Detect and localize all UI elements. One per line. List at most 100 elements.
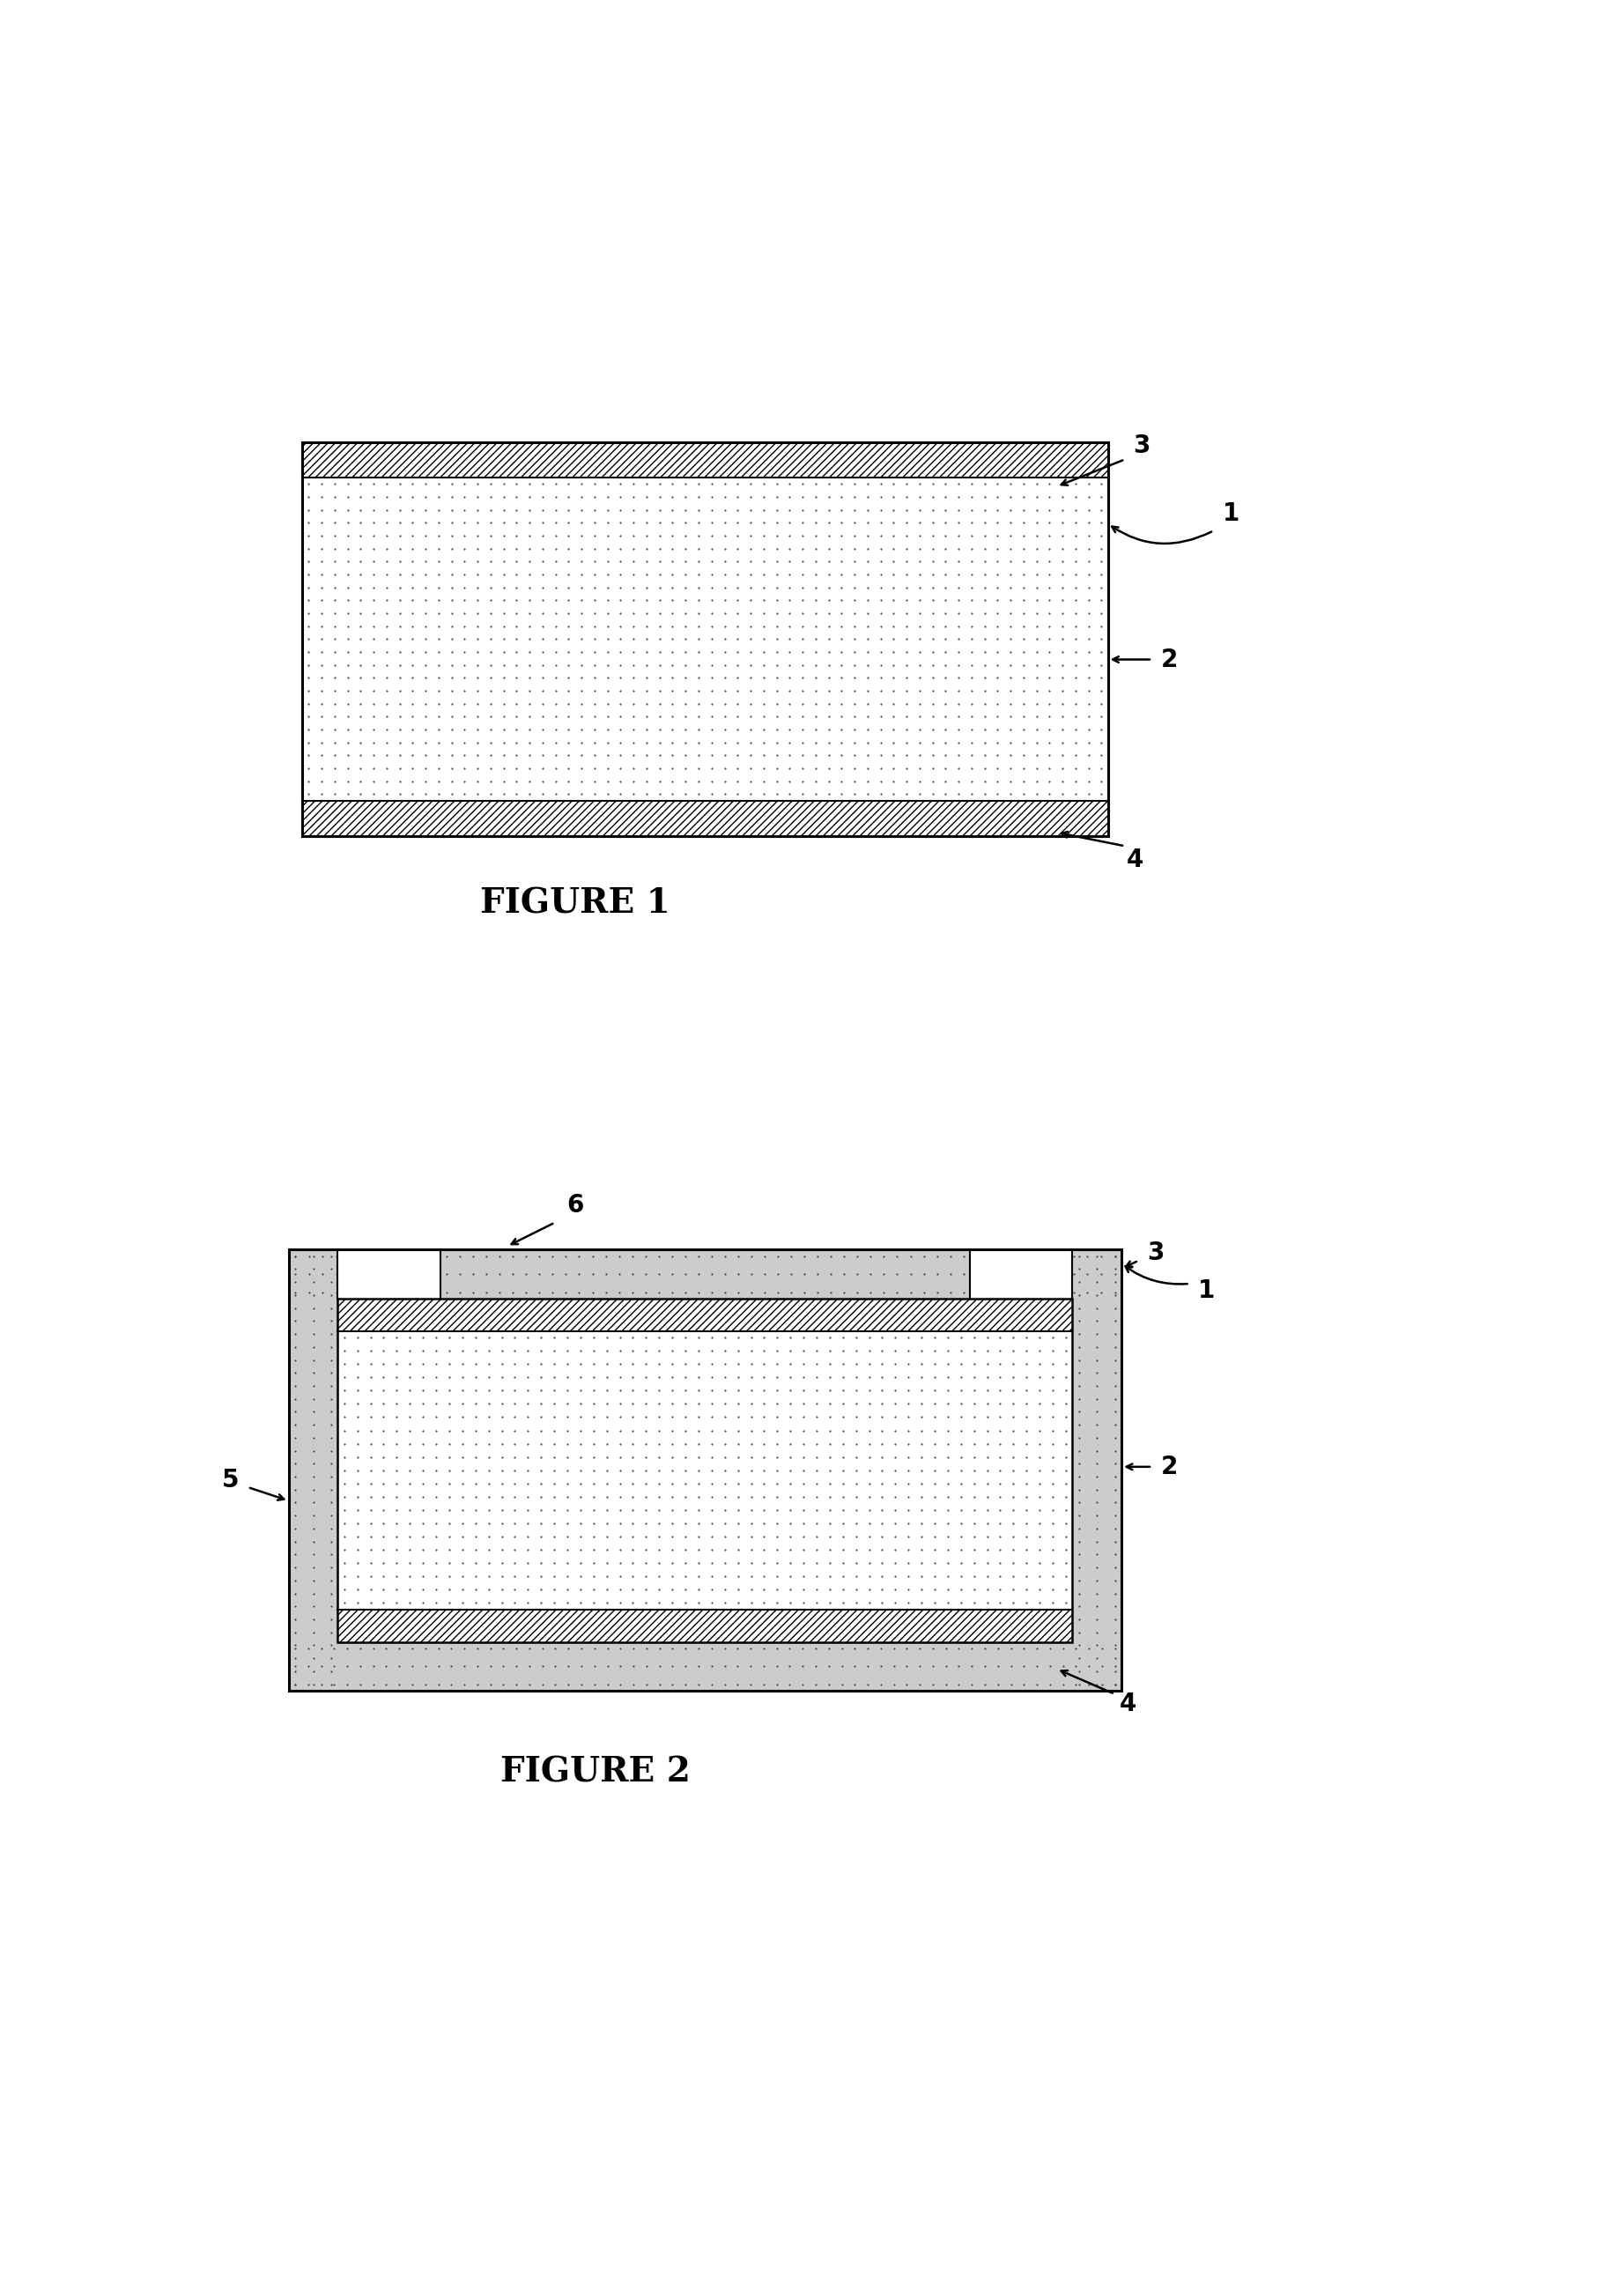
- Point: [1053, 1345, 1079, 1382]
- Point: [711, 1451, 737, 1488]
- Point: [515, 1492, 540, 1529]
- Point: [371, 1451, 396, 1488]
- Point: [906, 659, 932, 696]
- Point: [1088, 478, 1114, 514]
- Point: [396, 1412, 422, 1449]
- Point: [738, 1584, 764, 1621]
- Point: [751, 517, 777, 553]
- Point: [932, 466, 957, 503]
- Point: [555, 1479, 580, 1515]
- Point: [777, 608, 802, 645]
- Point: [1088, 751, 1114, 788]
- Point: [972, 608, 997, 645]
- Point: [673, 1384, 698, 1421]
- Point: [503, 505, 529, 542]
- Point: [476, 1332, 502, 1368]
- Point: [478, 544, 503, 581]
- Point: [932, 544, 957, 581]
- Point: [620, 1649, 646, 1685]
- Point: [804, 1345, 829, 1382]
- Point: [462, 1359, 487, 1396]
- Point: [869, 1451, 895, 1488]
- Point: [908, 1479, 933, 1515]
- Point: [503, 544, 529, 581]
- Point: [633, 1570, 658, 1607]
- Point: [334, 647, 360, 684]
- Point: [1066, 1394, 1091, 1430]
- Point: [673, 673, 698, 709]
- Point: [882, 1426, 908, 1463]
- Point: [348, 530, 374, 567]
- Point: [473, 1238, 499, 1274]
- Point: [842, 1504, 868, 1541]
- Point: [791, 1559, 817, 1596]
- Point: [489, 1359, 515, 1396]
- Point: [411, 1440, 436, 1476]
- Point: [857, 1412, 882, 1449]
- Point: [673, 544, 698, 581]
- Point: [300, 1238, 326, 1274]
- Point: [527, 1426, 553, 1463]
- Point: [1075, 634, 1101, 670]
- Point: [411, 1479, 436, 1515]
- Point: [711, 1504, 737, 1541]
- Point: [686, 1570, 711, 1607]
- Point: [296, 530, 321, 567]
- Point: [371, 1440, 396, 1476]
- Point: [777, 491, 802, 528]
- Point: [922, 1398, 948, 1435]
- Point: [633, 556, 658, 592]
- Point: [476, 1570, 502, 1607]
- Point: [607, 1545, 633, 1582]
- Point: [582, 1667, 607, 1704]
- Point: [1083, 1550, 1109, 1587]
- Point: [1023, 517, 1048, 553]
- Point: [646, 1320, 671, 1357]
- Point: [1026, 1359, 1051, 1396]
- Point: [880, 466, 906, 503]
- Point: [815, 466, 841, 503]
- Point: [791, 1384, 817, 1421]
- Point: [686, 1412, 711, 1449]
- Point: [906, 751, 932, 788]
- Point: [318, 1341, 344, 1378]
- Point: [922, 1345, 948, 1382]
- Point: [462, 1451, 487, 1488]
- Point: [1066, 1380, 1091, 1417]
- Point: [556, 647, 582, 684]
- Point: [815, 595, 841, 631]
- Point: [300, 1419, 326, 1456]
- Point: [919, 478, 944, 514]
- Point: [991, 1238, 1016, 1274]
- Point: [569, 556, 594, 592]
- Point: [361, 723, 387, 760]
- Point: [711, 620, 737, 657]
- Point: [984, 517, 1010, 553]
- Point: [1010, 1667, 1036, 1704]
- Point: [491, 569, 516, 606]
- Point: [556, 737, 582, 774]
- Point: [724, 1492, 749, 1529]
- Point: [1063, 505, 1088, 542]
- Point: [932, 647, 957, 684]
- Point: [1075, 491, 1101, 528]
- Point: [503, 712, 529, 748]
- Point: [436, 1320, 462, 1357]
- Point: [880, 698, 906, 735]
- Point: [997, 608, 1023, 645]
- Point: [959, 723, 984, 760]
- Point: [489, 1465, 515, 1502]
- Point: [960, 1518, 986, 1554]
- Point: [1018, 1274, 1043, 1311]
- Point: [724, 530, 749, 567]
- Point: [387, 544, 412, 581]
- Point: [1000, 1518, 1026, 1554]
- Point: [1101, 1600, 1127, 1637]
- Point: [308, 698, 334, 735]
- Point: [906, 491, 932, 528]
- Point: [1101, 1277, 1127, 1313]
- Point: [300, 1355, 326, 1391]
- Point: [334, 517, 360, 553]
- Point: [633, 647, 658, 684]
- Point: [331, 1412, 356, 1449]
